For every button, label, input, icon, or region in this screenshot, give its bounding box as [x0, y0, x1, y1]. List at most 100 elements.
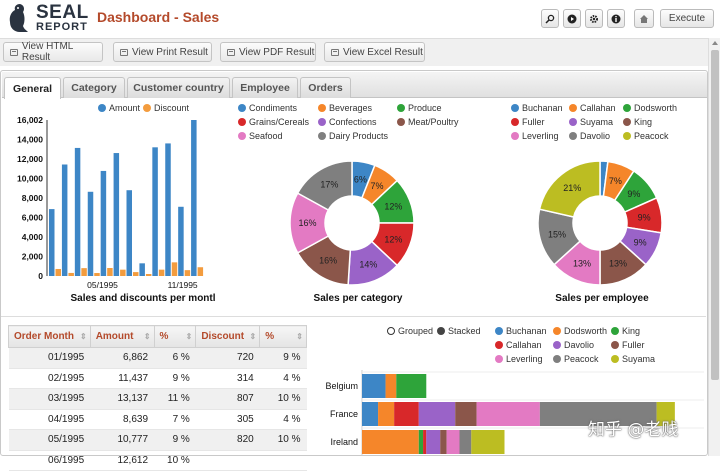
tab-employee[interactable]: Employee: [232, 77, 298, 98]
col-header-discount-percent[interactable]: % ⇕: [259, 325, 307, 348]
stacked-bar-segment[interactable]: [418, 430, 424, 454]
grouped-radio-icon[interactable]: [387, 327, 395, 335]
stacked-bar-segment[interactable]: [455, 402, 477, 426]
legend-item-peacock[interactable]: Peacock: [553, 354, 599, 364]
legend-item-king[interactable]: King: [611, 326, 640, 336]
legend-item-discount[interactable]: Discount: [143, 103, 189, 113]
legend-item-fuller[interactable]: Fuller: [511, 117, 545, 127]
legend-item-buchanan[interactable]: Buchanan: [511, 103, 563, 113]
amount-bar[interactable]: [139, 263, 145, 276]
amount-bar[interactable]: [49, 209, 55, 276]
legend-item-king[interactable]: King: [623, 117, 652, 127]
amount-bar[interactable]: [191, 120, 197, 276]
view-pdf-result-button[interactable]: View PDF Result: [220, 42, 316, 62]
run-button[interactable]: [563, 9, 581, 28]
stacked-bar-segment[interactable]: [385, 374, 397, 398]
legend-item-produce[interactable]: Produce: [397, 103, 442, 113]
zoom-button[interactable]: [541, 9, 559, 28]
stacked-toggle[interactable]: Stacked: [437, 326, 481, 336]
legend-item-leverling[interactable]: Leverling: [495, 354, 543, 364]
pie-slice[interactable]: [296, 160, 353, 212]
legend-item-amount[interactable]: Amount: [98, 103, 140, 113]
legend-item-meat[interactable]: Meat/Poultry: [397, 117, 459, 127]
legend-item-suyama[interactable]: Suyama: [569, 117, 613, 127]
stacked-bar-segment[interactable]: [656, 402, 675, 426]
discount-bar[interactable]: [81, 268, 87, 276]
amount-bar[interactable]: [100, 170, 107, 276]
pie-slice[interactable]: [538, 160, 601, 218]
amount-bar[interactable]: [74, 147, 81, 276]
legend-item-seafood[interactable]: Seafood: [238, 131, 283, 141]
amount-bar[interactable]: [113, 153, 120, 276]
discount-bar[interactable]: [171, 262, 178, 276]
stacked-bar-segment[interactable]: [446, 430, 460, 454]
legend-item-dodsworth[interactable]: Dodsworth: [623, 103, 677, 113]
amount-bar[interactable]: [178, 206, 184, 276]
discount-bar[interactable]: [197, 267, 204, 276]
amount-bar[interactable]: [165, 143, 171, 276]
discount-bar[interactable]: [184, 270, 191, 276]
stacked-bar-segment[interactable]: [394, 402, 419, 426]
legend-item-davolio[interactable]: Davolio: [553, 340, 594, 350]
stacked-bar-segment[interactable]: [426, 430, 441, 454]
stacked-bar-segment[interactable]: [423, 430, 427, 454]
discount-bar[interactable]: [55, 268, 62, 276]
stacked-bar-segment[interactable]: [539, 402, 657, 426]
amount-bar[interactable]: [87, 191, 94, 276]
stacked-bar-segment[interactable]: [362, 430, 419, 454]
tab-general[interactable]: General: [4, 77, 61, 99]
col-header-amount[interactable]: Amount ⇕: [89, 325, 155, 348]
legend-item-buchanan[interactable]: Buchanan: [495, 326, 547, 336]
info-button[interactable]: [607, 9, 625, 28]
view-excel-result-button[interactable]: View Excel Result: [324, 42, 425, 62]
discount-bar[interactable]: [158, 269, 165, 276]
discount-bar[interactable]: [133, 272, 139, 276]
legend-item-beverages[interactable]: Beverages: [318, 103, 372, 113]
stacked-radio-icon[interactable]: [437, 327, 445, 335]
legend-item-callahan[interactable]: Callahan: [495, 340, 542, 350]
legend-item-suyama[interactable]: Suyama: [611, 354, 655, 364]
tab-orders[interactable]: Orders: [300, 77, 351, 98]
amount-bar[interactable]: [152, 147, 158, 276]
legend-item-peacock[interactable]: Peacock: [623, 131, 669, 141]
view-html-result-button[interactable]: View HTML Result: [3, 41, 103, 63]
stacked-bar-segment[interactable]: [418, 402, 456, 426]
stacked-bar-segment[interactable]: [362, 402, 379, 426]
legend-item-fuller[interactable]: Fuller: [611, 340, 645, 350]
stacked-bar-segment[interactable]: [378, 402, 395, 426]
stacked-bar-segment[interactable]: [362, 374, 386, 398]
discount-bar[interactable]: [107, 268, 113, 276]
stacked-bar-segment[interactable]: [459, 430, 472, 454]
tab-customer-country[interactable]: Customer country: [127, 77, 230, 98]
stacked-bar-segment[interactable]: [440, 430, 447, 454]
legend-item-condiments[interactable]: Condiments: [238, 103, 297, 113]
page-scrollbar[interactable]: [708, 38, 720, 456]
amount-bar[interactable]: [61, 164, 68, 276]
scroll-up-icon[interactable]: [712, 41, 718, 45]
legend-item-dairy[interactable]: Dairy Products: [318, 131, 388, 141]
settings-button[interactable]: [585, 9, 603, 28]
discount-bar[interactable]: [94, 273, 100, 276]
legend-item-davolio[interactable]: Davolio: [569, 131, 610, 141]
col-header-discount[interactable]: Discount ⇕: [195, 325, 261, 348]
col-header-order-month[interactable]: Order Month ⇕: [8, 325, 91, 348]
grouped-toggle[interactable]: Grouped: [387, 326, 433, 336]
discount-bar[interactable]: [68, 272, 74, 276]
legend-item-leverling[interactable]: Leverling: [511, 131, 559, 141]
legend-item-callahan[interactable]: Callahan: [569, 103, 616, 113]
scrollbar-thumb[interactable]: [711, 50, 719, 380]
discount-bar[interactable]: [145, 274, 152, 276]
view-print-result-button[interactable]: View Print Result: [113, 42, 212, 62]
execute-button[interactable]: Execute: [660, 9, 714, 28]
stacked-bar-segment[interactable]: [476, 402, 540, 426]
tab-category[interactable]: Category: [63, 77, 125, 98]
legend-item-grains[interactable]: Grains/Cereals: [238, 117, 309, 127]
legend-item-dodsworth[interactable]: Dodsworth: [553, 326, 607, 336]
legend-item-confections[interactable]: Confections: [318, 117, 377, 127]
amount-bar[interactable]: [126, 190, 133, 276]
home-button[interactable]: [634, 9, 654, 28]
stacked-bar-segment[interactable]: [471, 430, 505, 454]
discount-bar[interactable]: [120, 269, 126, 276]
stacked-bar-segment[interactable]: [396, 374, 427, 398]
col-header-amount-percent[interactable]: % ⇕: [153, 325, 197, 348]
